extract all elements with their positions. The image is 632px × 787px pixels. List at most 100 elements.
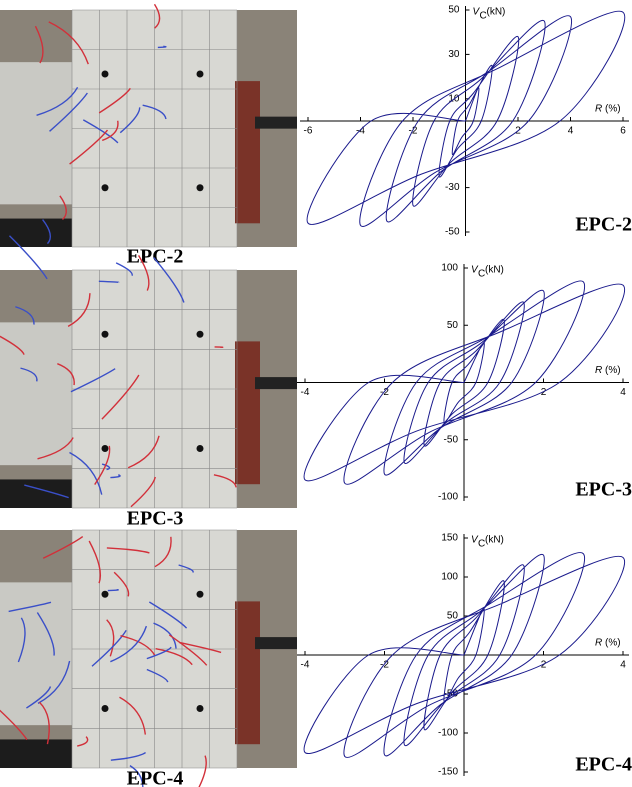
x-tick-label: -2 [409, 126, 418, 137]
y-tick-label: -100 [438, 728, 458, 739]
crack-line [67, 293, 91, 327]
y-tick-label: 150 [441, 533, 458, 544]
crack-line [20, 367, 38, 382]
y-label-subscript: C [480, 11, 487, 22]
hysteresis-curve [303, 552, 625, 758]
x-tick-label: 4 [568, 126, 574, 137]
crack-line [168, 634, 208, 666]
crack-line [106, 619, 115, 657]
anchor-bolt [101, 70, 109, 78]
crack-line [69, 129, 109, 165]
crack-line [49, 92, 88, 132]
anchor-bolt [101, 184, 109, 192]
crack-line [120, 634, 156, 656]
anchor-bolt [196, 705, 204, 712]
x-label-symbol: R [595, 104, 602, 115]
x-tick-label: -2 [380, 660, 389, 671]
x-tick-label: -4 [356, 126, 365, 137]
crack-line [37, 660, 71, 704]
crack-line [101, 120, 119, 142]
anchor-bolt [101, 590, 109, 598]
crack-line [153, 257, 185, 303]
crack-line [94, 445, 111, 485]
crack-line [57, 363, 75, 386]
photo-label: EPC-4 [127, 768, 184, 787]
crack-line [77, 736, 89, 747]
y-tick-label: 100 [441, 263, 458, 274]
x-tick-label: 6 [620, 126, 626, 137]
crack-line [69, 451, 103, 495]
crack-line [70, 368, 116, 393]
crack-line [36, 612, 55, 656]
crack-line [129, 765, 144, 787]
y-label-unit: (kN) [487, 7, 506, 18]
loading-rod [255, 377, 297, 390]
x-tick-label: 4 [620, 387, 626, 398]
x-label-unit: (%) [605, 638, 621, 649]
crack-line [113, 571, 130, 597]
crack-line [106, 547, 150, 554]
crack-line [26, 686, 52, 709]
x-tick-label: 4 [620, 660, 626, 671]
x-tick-label: 2 [541, 387, 547, 398]
crack-line [115, 262, 133, 277]
anchor-bolt [196, 184, 204, 192]
anchor-bolt [101, 705, 109, 712]
y-tick-label: -50 [444, 434, 459, 445]
crack-line [42, 219, 52, 245]
crack-line [37, 437, 74, 460]
y-tick-label: 100 [441, 572, 458, 583]
loading-rod [255, 116, 297, 129]
anchor-bolt [101, 330, 109, 338]
crack-line [178, 564, 194, 573]
y-tick-label: 50 [448, 5, 460, 16]
x-tick-label: -2 [380, 387, 389, 398]
y-tick-label: -50 [445, 227, 460, 238]
crack-line [17, 617, 26, 663]
crack-line [0, 335, 25, 355]
crack-line [36, 86, 79, 116]
crack-line [213, 474, 237, 488]
crack-line [91, 629, 127, 667]
crack-line [24, 484, 69, 499]
y-tick-label: 50 [447, 611, 459, 622]
steel-plate [235, 81, 260, 224]
crack-line [98, 87, 131, 114]
chart-label: EPC-3 [575, 479, 632, 501]
crack-line [127, 435, 160, 469]
crack-line [101, 374, 140, 420]
crack-line [154, 536, 172, 568]
crack-line [153, 622, 177, 649]
left-block [0, 322, 75, 466]
y-tick-label: 50 [447, 320, 459, 331]
anchor-bolt [101, 445, 109, 452]
anchor-bolt [196, 590, 204, 598]
crack-line [98, 280, 120, 284]
crack-line [8, 601, 52, 613]
base [0, 479, 72, 508]
left-block [0, 582, 75, 726]
crack-line [110, 751, 146, 761]
y-tick-label: 30 [448, 49, 460, 60]
y-label-symbol: V [471, 265, 479, 276]
hysteresis-curve [306, 10, 626, 227]
y-tick-label: -30 [445, 182, 460, 193]
y-label-unit: (kN) [485, 535, 504, 546]
crack-line [0, 709, 28, 741]
crack-line [38, 701, 50, 745]
x-label-unit: (%) [605, 365, 621, 376]
crack-line [110, 474, 121, 479]
x-tick-label: -6 [304, 126, 313, 137]
crack-line [119, 696, 147, 735]
crack-line [15, 306, 35, 325]
y-label-subscript: C [478, 539, 485, 550]
y-tick-label: -150 [438, 767, 458, 778]
anchor-bolt [196, 445, 204, 452]
crack-line [88, 540, 102, 584]
steel-plate [235, 601, 260, 745]
anchor-bolt [196, 70, 204, 78]
crack-line [157, 45, 167, 49]
x-label-symbol: R [595, 365, 602, 376]
y-label-symbol: V [471, 535, 479, 546]
photo-label: EPC-3 [127, 508, 184, 530]
